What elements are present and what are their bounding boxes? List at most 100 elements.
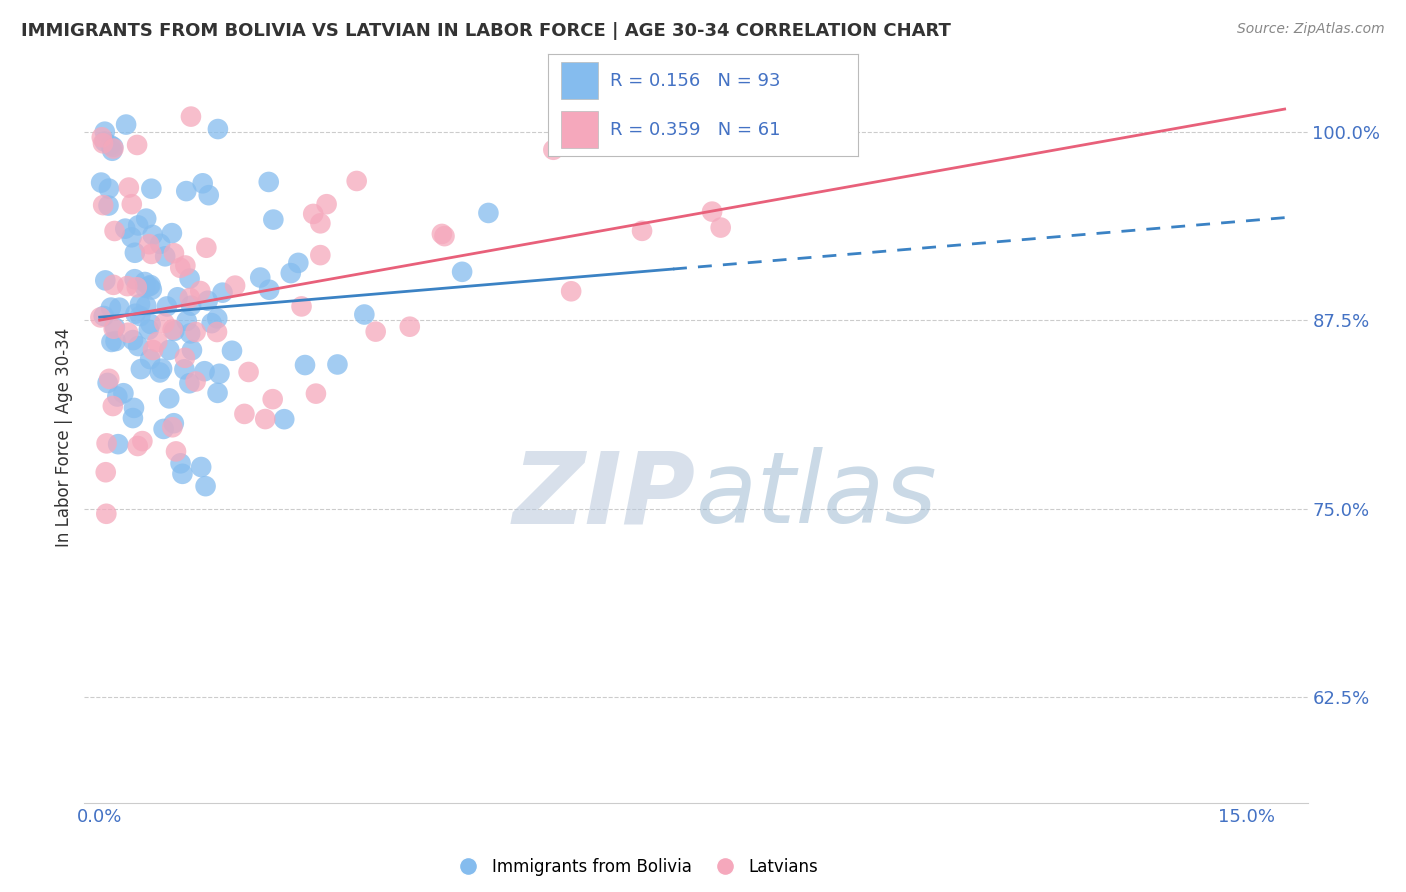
Point [104,334,127,348]
Text: IMMIGRANTS FROM BOLIVIA VS LATVIAN IN LABOR FORCE | AGE 30-34 CORRELATION CHART: IMMIGRANTS FROM BOLIVIA VS LATVIAN IN LA… [21,22,950,40]
Point [124,307,146,321]
Point [194,479,217,493]
Point [180,299,202,313]
Point [221,343,243,358]
Point [193,364,215,378]
Point [127,339,149,353]
Point [172,467,194,481]
Point [451,265,474,279]
Point [197,188,219,202]
Point [238,365,260,379]
Point [179,291,201,305]
Point [262,392,284,406]
Point [477,206,499,220]
Point [118,180,141,194]
Point [179,271,201,285]
Point [181,343,204,358]
Point [191,176,214,190]
Point [176,314,198,328]
Point [121,230,143,244]
Point [142,343,165,357]
Point [141,283,163,297]
Point [169,260,191,275]
Point [142,227,165,242]
Point [224,278,246,293]
Point [162,322,184,336]
Point [89,310,111,325]
Point [160,226,183,240]
Bar [561,62,598,99]
Point [207,311,229,326]
Point [101,144,124,158]
Point [163,416,186,430]
Point [710,220,733,235]
Point [346,174,368,188]
Point [138,237,160,252]
Text: Source: ZipAtlas.com: Source: ZipAtlas.com [1237,22,1385,37]
Point [287,256,309,270]
Point [107,437,129,451]
Point [197,293,219,308]
Point [543,143,565,157]
Point [135,299,157,313]
Point [179,326,201,341]
Point [91,198,114,212]
Point [233,407,256,421]
Legend: Immigrants from Bolivia, Latvians: Immigrants from Bolivia, Latvians [444,851,825,882]
Point [201,316,224,330]
Point [121,197,143,211]
Point [129,297,152,311]
Point [122,411,145,425]
Y-axis label: In Labor Force | Age 30-34: In Labor Force | Age 30-34 [55,327,73,547]
Point [101,140,124,154]
Point [103,224,125,238]
Point [124,272,146,286]
Point [290,300,312,314]
Point [309,248,332,262]
Point [131,434,153,449]
Text: atlas: atlas [696,447,938,544]
Point [309,216,332,230]
Point [139,317,162,331]
Point [153,249,176,263]
Point [257,175,280,189]
Point [280,266,302,280]
Point [364,325,387,339]
Point [138,323,160,337]
Point [174,351,197,365]
Point [294,358,316,372]
Point [108,301,131,315]
Point [179,376,201,391]
Point [141,247,163,261]
Point [103,321,125,335]
Point [700,204,723,219]
Point [122,401,145,415]
Point [93,309,115,323]
Point [129,309,152,323]
Point [163,324,186,338]
Point [188,284,211,298]
Point [208,367,231,381]
Point [103,277,125,292]
Point [103,142,125,156]
Point [125,280,148,294]
Point [152,422,174,436]
Point [90,176,112,190]
Point [353,308,375,322]
Point [100,334,122,349]
Point [149,366,172,380]
Text: R = 0.359   N = 61: R = 0.359 N = 61 [610,121,780,139]
Bar [561,111,598,148]
Point [173,362,195,376]
Point [156,300,179,314]
Point [211,285,233,300]
Point [162,420,184,434]
Point [97,376,120,390]
Point [157,392,180,406]
Point [134,281,156,295]
Point [146,334,169,349]
Point [153,316,176,330]
Point [96,436,118,450]
Point [141,182,163,196]
Point [94,125,117,139]
